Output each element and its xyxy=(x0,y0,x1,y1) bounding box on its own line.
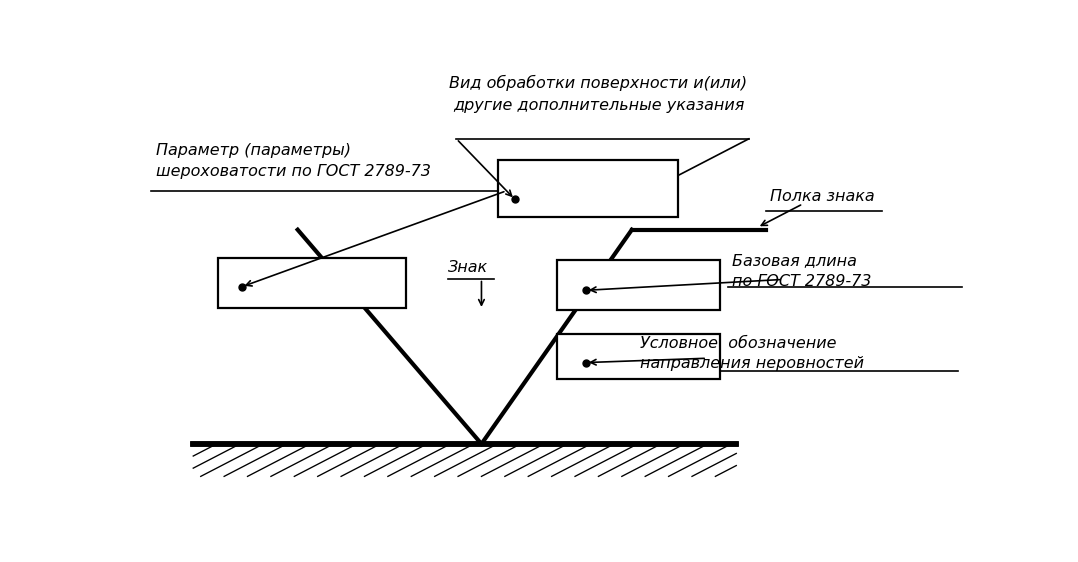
Text: Базовая длина: Базовая длина xyxy=(732,253,857,269)
Text: Условное  обозначение: Условное обозначение xyxy=(640,336,837,351)
Text: направления неровностей: направления неровностей xyxy=(640,356,865,371)
Text: шероховатости по ГОСТ 2789-73: шероховатости по ГОСТ 2789-73 xyxy=(155,164,430,179)
Text: по ГОСТ 2789-73: по ГОСТ 2789-73 xyxy=(732,274,871,289)
Text: Знак: Знак xyxy=(448,260,488,275)
Text: другие дополнительные указания: другие дополнительные указания xyxy=(453,98,744,113)
Bar xyxy=(218,258,406,307)
Bar xyxy=(556,260,720,310)
Text: Параметр (параметры): Параметр (параметры) xyxy=(155,143,350,158)
Text: Полка знака: Полка знака xyxy=(770,189,874,204)
Bar xyxy=(498,161,678,217)
Text: Вид обработки поверхности и(или): Вид обработки поверхности и(или) xyxy=(450,75,747,91)
Bar xyxy=(556,334,720,379)
